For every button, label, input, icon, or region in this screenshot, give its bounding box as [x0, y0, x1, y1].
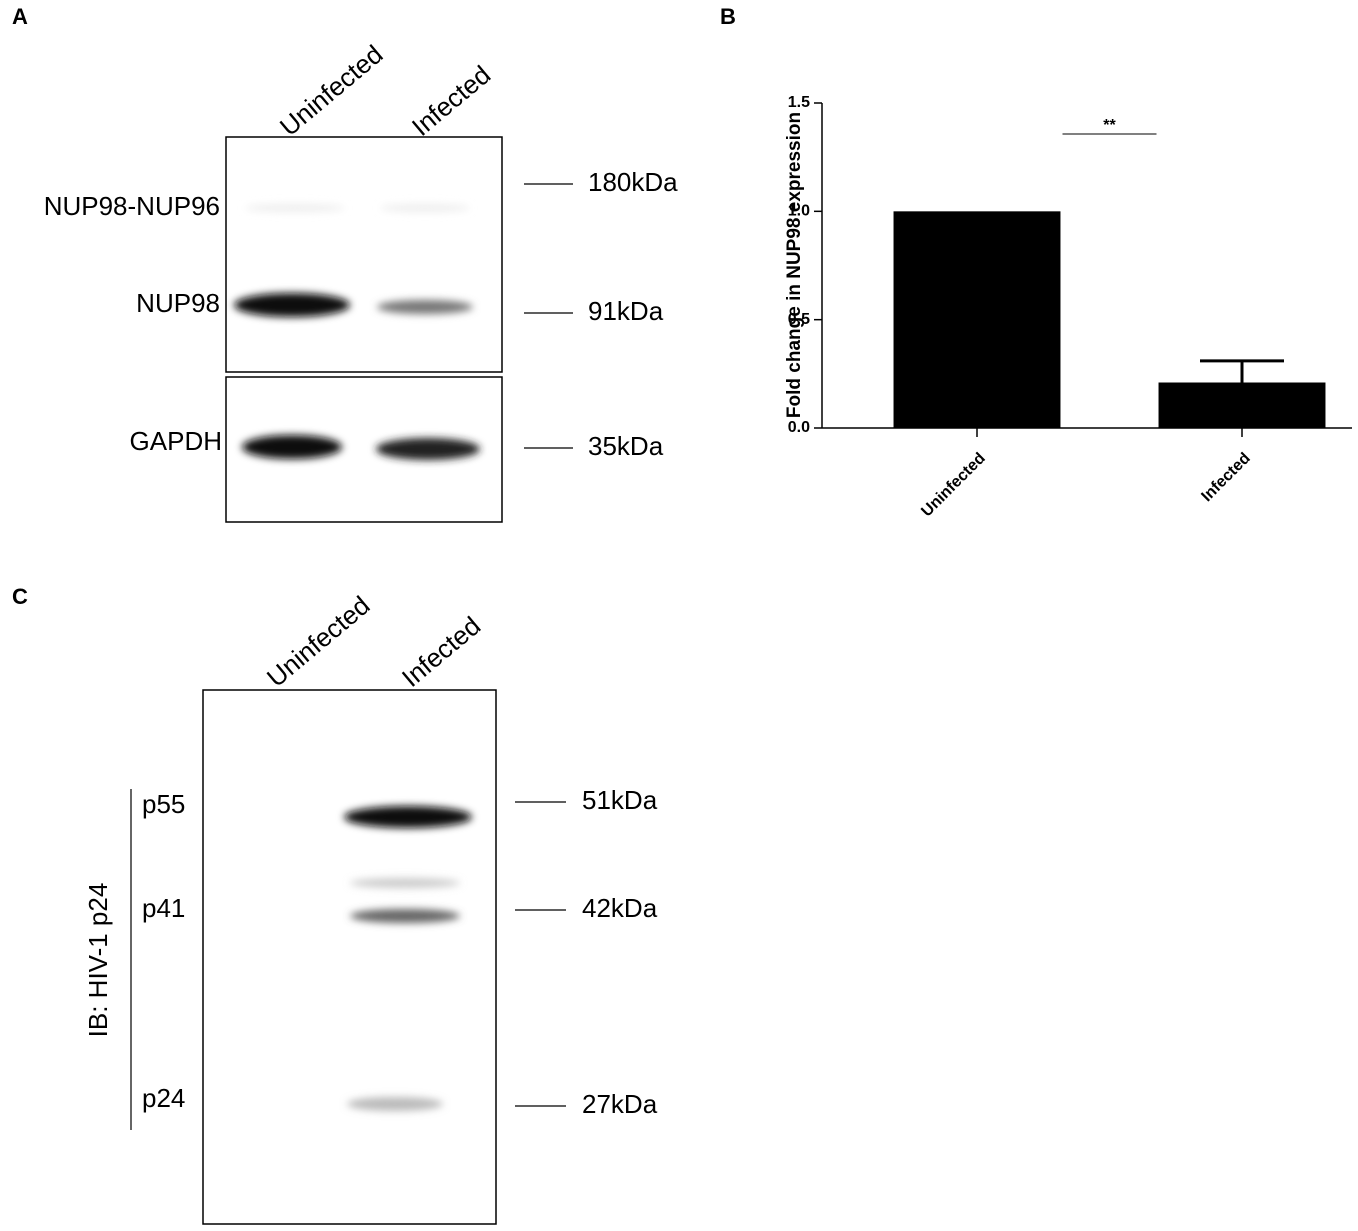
marker-label: 91kDa: [588, 296, 664, 326]
bands: [344, 806, 472, 1111]
lane-label: Infected: [396, 610, 486, 692]
bar: [1158, 382, 1326, 428]
y-axis-label: Fold change in NUP98 expression: [784, 112, 805, 418]
band-label: GAPDH: [130, 426, 222, 456]
y-tick-label: 1.5: [788, 94, 810, 111]
marker-lines: [515, 801, 566, 1107]
panel-label: A: [12, 4, 28, 29]
y-tick-label: 0.5: [788, 311, 810, 328]
marker-label: 51kDa: [582, 785, 658, 815]
panel-label: C: [12, 584, 28, 609]
x-tick-label: Uninfected: [918, 450, 988, 520]
marker-label: 35kDa: [588, 431, 664, 461]
band-label: p24: [142, 1083, 185, 1113]
y-tick-label: 1.0: [788, 203, 810, 220]
lane-label: Uninfected: [274, 39, 389, 142]
blot: [202, 689, 497, 1225]
blot: [225, 136, 503, 373]
marker-label: 42kDa: [582, 893, 658, 923]
lane-label: Uninfected: [261, 590, 376, 693]
marker-label: 180kDa: [588, 167, 678, 197]
error-bar: [1200, 359, 1284, 383]
band-label: NUP98: [136, 288, 220, 318]
marker-lines: [524, 183, 573, 449]
y-tick-label: 0.0: [788, 419, 810, 436]
band-label: NUP98-NUP96: [44, 191, 220, 221]
x-tick-label: Infected: [1198, 450, 1253, 505]
bands: [234, 204, 480, 460]
panel-label: B: [720, 4, 736, 29]
significance-label: **: [1103, 117, 1116, 134]
band-label: p41: [142, 893, 185, 923]
band-label: p55: [142, 789, 185, 819]
bar-chart: 0.0 0.5 1.0 1.5 Uninfected Infected **: [788, 94, 1352, 520]
bar: [893, 211, 1061, 428]
lane-label: Infected: [406, 59, 496, 141]
antibody-label: IB: HIV-1 p24: [83, 883, 113, 1038]
marker-label: 27kDa: [582, 1089, 658, 1119]
